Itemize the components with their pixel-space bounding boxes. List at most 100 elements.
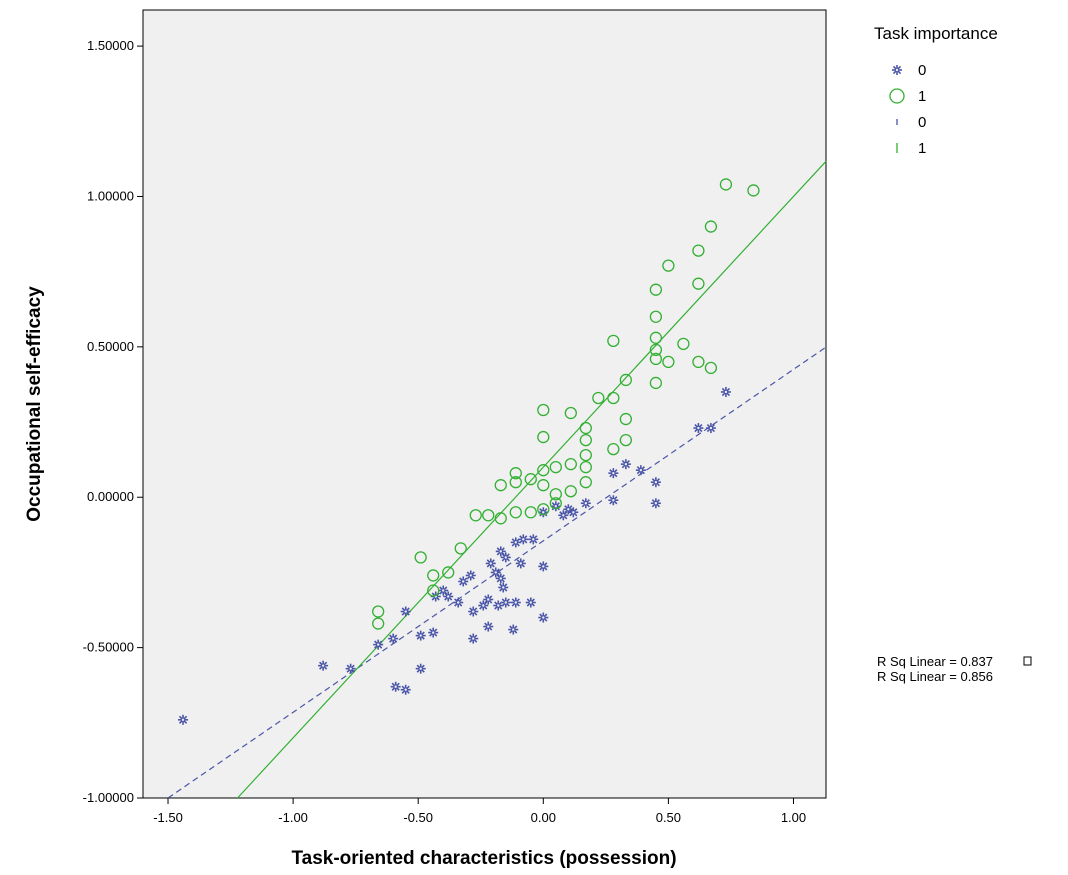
data-point-series-0 — [500, 597, 511, 608]
data-point-series-1 — [662, 355, 675, 369]
data-point-series-1 — [579, 461, 592, 474]
data-point-series-1 — [549, 488, 562, 501]
data-point-series-1 — [549, 461, 562, 474]
data-point-series-1 — [607, 442, 620, 456]
y-tick-label: -0.50000 — [83, 640, 134, 655]
data-point-series-0 — [388, 633, 399, 644]
data-point-series-0 — [400, 606, 411, 617]
data-point-series-1 — [537, 479, 550, 492]
data-point-series-0 — [468, 633, 479, 644]
legend-label: 1 — [918, 140, 926, 157]
data-point-series-0 — [518, 534, 529, 545]
legend: Task importance 0 1 0 1 — [874, 24, 998, 157]
data-point-series-1 — [494, 512, 507, 525]
data-point-series-1 — [619, 373, 633, 387]
data-point-series-0 — [345, 663, 356, 674]
data-point-series-0 — [495, 573, 506, 584]
data-point-series-1 — [592, 391, 605, 405]
fit-line-series-1 — [237, 160, 827, 799]
legend-item: 1 — [889, 88, 926, 105]
data-point-series-1 — [692, 355, 705, 369]
data-point-series-0 — [400, 684, 411, 695]
data-point-series-0 — [608, 468, 619, 479]
data-point-series-1 — [579, 476, 592, 489]
data-point-series-0 — [485, 558, 496, 569]
legend-label: 1 — [918, 88, 926, 105]
data-point-series-0 — [438, 585, 449, 596]
data-point-series-0 — [415, 663, 426, 674]
data-point-series-1 — [564, 485, 577, 498]
data-point-series-1 — [537, 403, 550, 417]
data-point-series-1 — [537, 503, 550, 516]
data-point-series-1 — [579, 421, 592, 435]
data-point-series-0 — [178, 714, 189, 725]
data-point-series-0 — [538, 561, 549, 572]
data-point-series-1 — [494, 479, 507, 492]
data-point-series-1 — [482, 509, 495, 522]
data-point-series-1 — [579, 433, 592, 447]
x-tick-label: 0.00 — [531, 810, 556, 825]
data-point-series-0 — [568, 507, 579, 518]
data-point-series-1 — [649, 331, 663, 344]
data-points — [178, 178, 760, 725]
data-point-series-1 — [662, 259, 675, 272]
data-point-series-0 — [635, 465, 646, 476]
data-point-series-0 — [550, 501, 561, 512]
data-point-series-0 — [493, 600, 504, 611]
y-axis: -1.00000 -0.50000 0.00000 0.50000 1.00000 1.5… — [83, 38, 143, 805]
legend-label: 0 — [918, 62, 926, 79]
data-point-series-0 — [528, 534, 539, 545]
data-point-series-0 — [538, 507, 549, 518]
data-point-series-0 — [498, 582, 509, 593]
legend-title: Task importance — [874, 24, 998, 43]
data-point-series-0 — [465, 570, 476, 581]
data-point-series-0 — [428, 627, 439, 638]
data-point-series-1 — [607, 334, 620, 347]
x-tick-label: 1.00 — [781, 810, 806, 825]
data-point-series-0 — [483, 621, 494, 632]
y-tick-label: 0.00000 — [87, 489, 134, 504]
legend-item: 0 — [896, 114, 926, 131]
data-point-series-0 — [500, 552, 511, 563]
data-point-series-1 — [719, 178, 733, 191]
y-tick-label: 1.00000 — [87, 188, 134, 203]
data-point-series-0 — [483, 594, 494, 605]
data-point-series-1 — [524, 473, 537, 486]
data-point-series-1 — [564, 406, 577, 420]
data-point-series-0 — [478, 600, 489, 611]
x-tick-label: -1.00 — [278, 810, 308, 825]
data-point-series-0 — [538, 612, 549, 623]
data-point-series-1 — [619, 433, 633, 447]
x-axis: -1.50 -1.00 -0.50 0.00 0.50 1.00 — [153, 798, 806, 825]
data-point-series-1 — [509, 467, 522, 480]
data-point-series-0 — [650, 498, 661, 509]
data-point-series-1 — [372, 617, 385, 630]
data-point-series-1 — [469, 509, 482, 522]
data-point-series-1 — [509, 506, 522, 519]
y-tick-label: 1.50000 — [87, 38, 134, 53]
data-point-series-0 — [373, 639, 384, 650]
data-point-series-1 — [704, 361, 718, 375]
y-axis-title: Occupational self-efficacy — [24, 286, 45, 522]
data-point-series-0 — [508, 624, 519, 635]
data-point-series-0 — [515, 558, 526, 569]
data-point-series-1 — [677, 337, 690, 350]
data-point-series-0 — [525, 597, 536, 608]
r-squared-series-0: R Sq Linear = 0.837 — [877, 654, 993, 669]
data-point-series-1 — [564, 458, 577, 471]
data-point-series-0 — [415, 630, 426, 641]
data-point-series-0 — [468, 606, 479, 617]
data-point-series-0 — [650, 477, 661, 488]
data-point-series-0 — [458, 576, 469, 587]
data-point-series-0 — [705, 423, 716, 434]
legend-circle-marker-icon — [889, 88, 905, 104]
data-point-series-0 — [453, 597, 464, 608]
data-point-series-0 — [510, 537, 521, 548]
data-point-series-1 — [427, 584, 440, 597]
data-point-series-0 — [720, 386, 731, 397]
data-point-series-1 — [692, 277, 705, 290]
data-point-series-1 — [619, 412, 633, 426]
data-point-series-0 — [580, 498, 591, 509]
y-tick-label: 0.50000 — [87, 339, 134, 354]
